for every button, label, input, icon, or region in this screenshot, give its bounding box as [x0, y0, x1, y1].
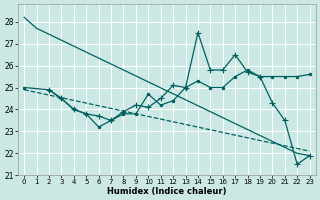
X-axis label: Humidex (Indice chaleur): Humidex (Indice chaleur) — [107, 187, 227, 196]
